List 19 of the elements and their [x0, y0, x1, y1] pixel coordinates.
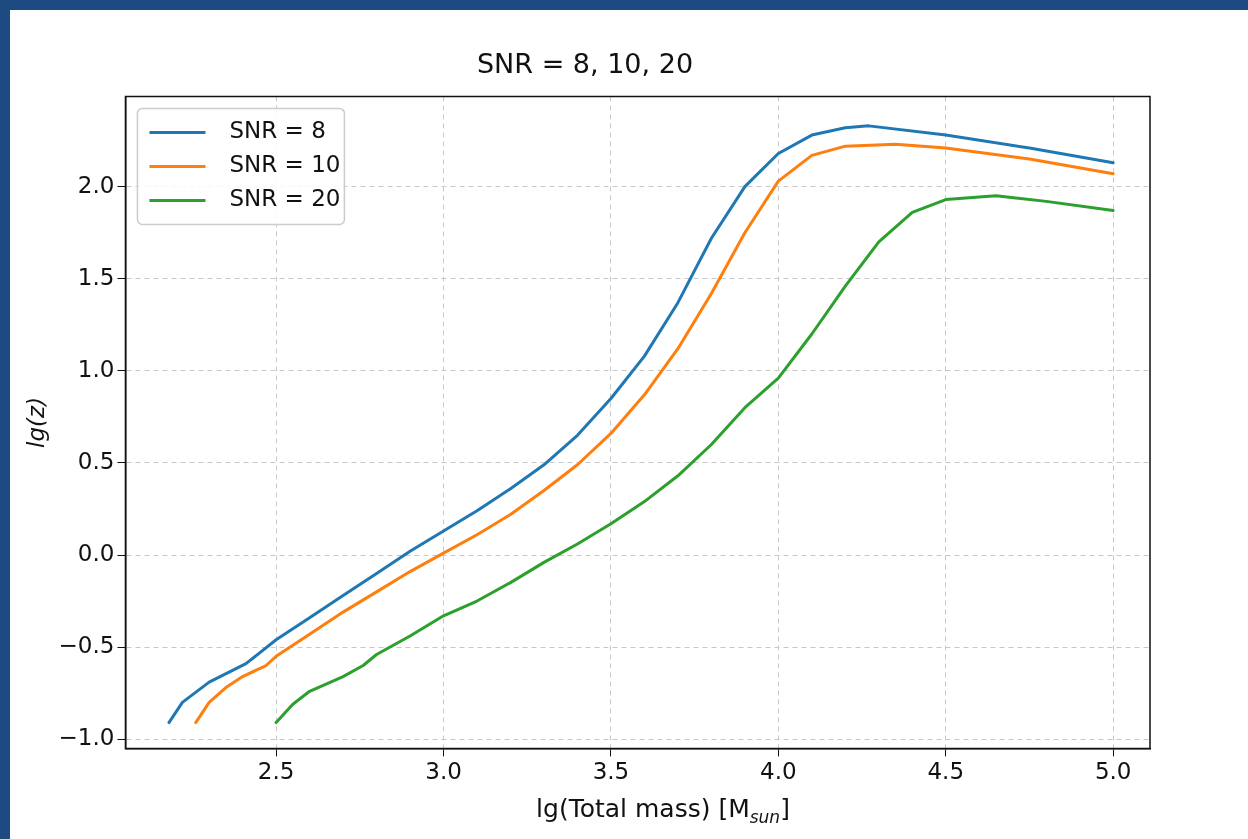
legend-label: SNR = 8 — [229, 117, 326, 144]
y-tick-label: 0.5 — [77, 447, 115, 474]
y-axis-title: lg(z) — [22, 396, 49, 448]
legend-label: SNR = 20 — [229, 185, 341, 212]
x-tick-label: 4.0 — [760, 758, 797, 785]
y-tick-label: −1.0 — [58, 724, 115, 751]
x-axis-title: lg(Total mass) [M$_{sun}$] — [535, 794, 791, 827]
legend-label: SNR = 10 — [229, 151, 341, 178]
chart-title: SNR = 8, 10, 20 — [476, 48, 694, 80]
x-tick-label: 5.0 — [1094, 758, 1132, 785]
y-tick-label: 0.0 — [77, 539, 115, 566]
y-tick-label: 1.5 — [77, 263, 115, 290]
x-tick-label: 2.5 — [257, 758, 295, 785]
x-tick-label: 4.5 — [927, 758, 965, 785]
y-tick-label: 2.0 — [77, 171, 115, 198]
y-tick-label: −0.5 — [58, 632, 115, 659]
x-tick-label: 3.5 — [592, 758, 630, 785]
x-tick-label: 3.0 — [425, 758, 462, 785]
y-tick-label: 1.0 — [77, 355, 115, 382]
